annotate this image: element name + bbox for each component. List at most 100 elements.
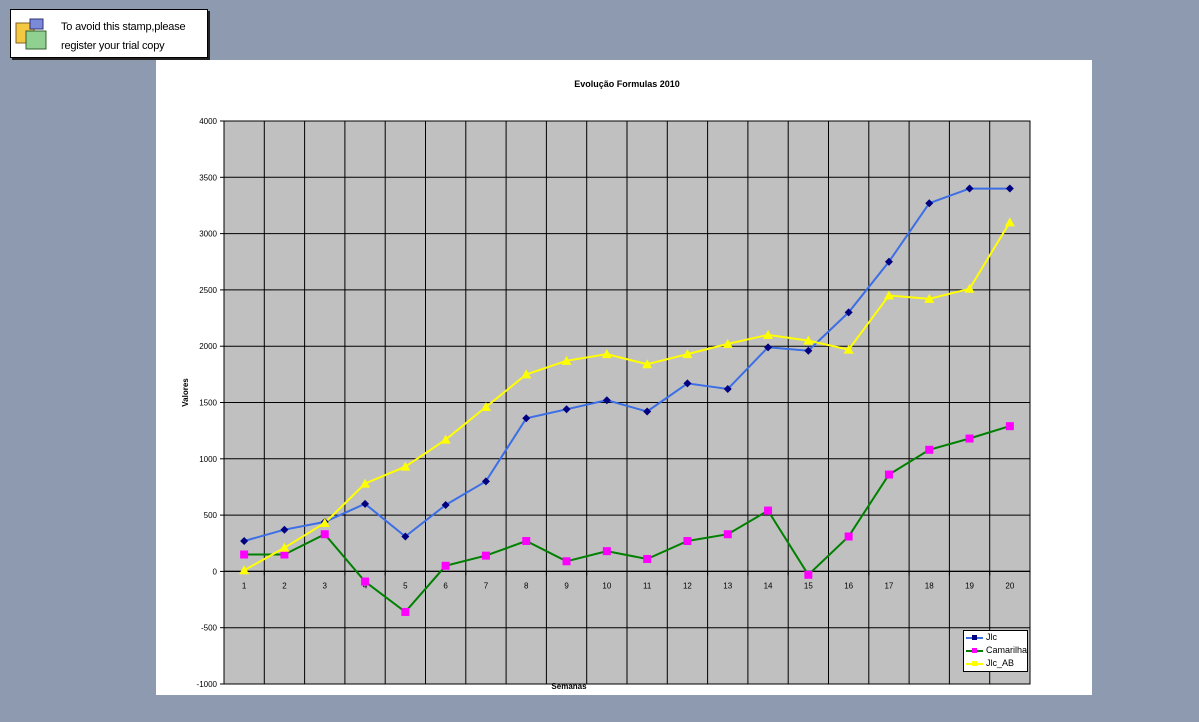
stamp-text: To avoid this stamp,please register your… [61, 18, 186, 56]
data-point-jlc [1005, 184, 1014, 193]
data-point-camarilha [361, 577, 370, 586]
legend-item: Jlc_AB [964, 657, 1027, 670]
data-point-camarilha [602, 547, 611, 556]
data-point-jlc_ab [722, 338, 733, 348]
chart-title: Evolução Formulas 2010 [574, 79, 680, 89]
data-point-jlc [240, 536, 249, 545]
x-tick-label: 2 [282, 581, 287, 590]
x-tick-label: 20 [1005, 581, 1014, 590]
data-point-jlc_ab [440, 434, 451, 444]
data-point-jlc [643, 407, 652, 416]
y-tick-label: 4000 [199, 117, 217, 126]
data-point-jlc [280, 525, 289, 534]
data-point-jlc_ab [360, 478, 371, 488]
legend-label: Camarilha [986, 645, 1028, 655]
trial-stamp: To avoid this stamp,please register your… [10, 9, 208, 58]
data-point-jlc_ab [803, 335, 814, 345]
x-tick-label: 17 [884, 581, 893, 590]
data-point-jlc_ab [843, 344, 854, 354]
data-point-jlc_ab [642, 359, 653, 369]
x-tick-label: 14 [764, 581, 773, 590]
data-point-camarilha [280, 550, 289, 559]
x-tick-label: 18 [925, 581, 934, 590]
x-tick-label: 8 [524, 581, 529, 590]
data-point-jlc [481, 477, 490, 486]
y-tick-label: -1000 [197, 680, 218, 689]
data-point-camarilha [320, 530, 329, 539]
series-line-jlc_ab [243, 221, 1011, 572]
data-point-jlc_ab [239, 565, 250, 575]
data-point-camarilha [804, 570, 813, 579]
legend-marker [972, 661, 977, 666]
data-point-jlc [804, 346, 813, 355]
x-tick-label: 15 [804, 581, 813, 590]
x-tick-label: 13 [723, 581, 732, 590]
data-point-jlc_ab [601, 349, 612, 359]
y-tick-label: 1000 [199, 455, 217, 464]
data-point-jlc [522, 414, 531, 423]
data-point-camarilha [925, 445, 934, 454]
data-point-jlc [884, 257, 893, 266]
legend-item: Camarilha [964, 644, 1027, 657]
x-tick-label: 12 [683, 581, 692, 590]
data-point-jlc_ab [561, 355, 572, 365]
y-tick-label: 500 [204, 511, 218, 520]
data-point-jlc_ab [1004, 217, 1015, 227]
x-tick-label: 3 [323, 581, 328, 590]
data-point-jlc [562, 405, 571, 414]
data-point-jlc [723, 384, 732, 393]
x-axis-label: Semanas [551, 682, 587, 691]
x-tick-label: 1 [242, 581, 247, 590]
chart-legend: Jlc Camarilha Jlc_AB [963, 630, 1028, 672]
series-line-camarilha [244, 425, 1011, 614]
data-point-jlc_ab [883, 290, 894, 300]
x-tick-label: 4 [363, 581, 368, 590]
x-tick-label: 5 [403, 581, 408, 590]
legend-marker [972, 635, 977, 640]
chart-canvas: Evolução Formulas 2010 4000 3500 3000 2500 20… [156, 60, 1092, 695]
data-point-camarilha [441, 561, 450, 570]
data-point-jlc_ab [480, 402, 491, 412]
data-point-jlc [602, 396, 611, 405]
y-tick-label: 3000 [199, 230, 217, 239]
data-point-jlc [401, 532, 410, 541]
x-tick-label: 11 [643, 581, 652, 590]
data-point-jlc [683, 379, 692, 388]
y-axis-label: Valores [181, 378, 190, 407]
data-point-jlc [965, 184, 974, 193]
line-chart: Evolução Formulas 2010400035003000250020… [181, 79, 1031, 691]
y-tick-label: 2000 [199, 342, 217, 351]
data-point-camarilha [844, 532, 853, 541]
stamp-text-line2: register your trial copy [61, 40, 165, 52]
stamp-text-line1: To avoid this stamp,please [61, 21, 186, 33]
legend-label: Jlc [986, 632, 997, 642]
data-point-camarilha [884, 470, 893, 479]
x-tick-label: 16 [844, 581, 853, 590]
x-tick-label: 7 [484, 581, 489, 590]
series-line-jlc [243, 187, 1010, 542]
data-point-jlc_ab [924, 293, 935, 303]
data-point-camarilha [643, 555, 652, 564]
data-point-camarilha [481, 551, 490, 560]
data-point-camarilha [965, 434, 974, 443]
data-point-camarilha [522, 536, 531, 545]
x-tick-label: 10 [602, 581, 611, 590]
data-point-camarilha [562, 557, 571, 566]
data-point-camarilha [240, 550, 249, 559]
data-point-camarilha [723, 530, 732, 539]
data-point-camarilha [1005, 422, 1014, 431]
legend-item: Jlc [964, 631, 1027, 644]
data-point-jlc_ab [763, 329, 774, 339]
x-tick-label: 19 [965, 581, 974, 590]
data-point-jlc [361, 499, 370, 508]
y-tick-label: 1500 [199, 399, 217, 408]
data-point-jlc [764, 343, 773, 352]
x-tick-label: 9 [564, 581, 569, 590]
legend-marker [972, 648, 977, 653]
data-point-jlc_ab [279, 542, 290, 552]
data-point-jlc_ab [521, 369, 532, 379]
data-point-camarilha [683, 536, 692, 545]
data-point-jlc_ab [964, 283, 975, 293]
data-point-camarilha [401, 607, 410, 616]
y-tick-label: -500 [201, 624, 218, 633]
